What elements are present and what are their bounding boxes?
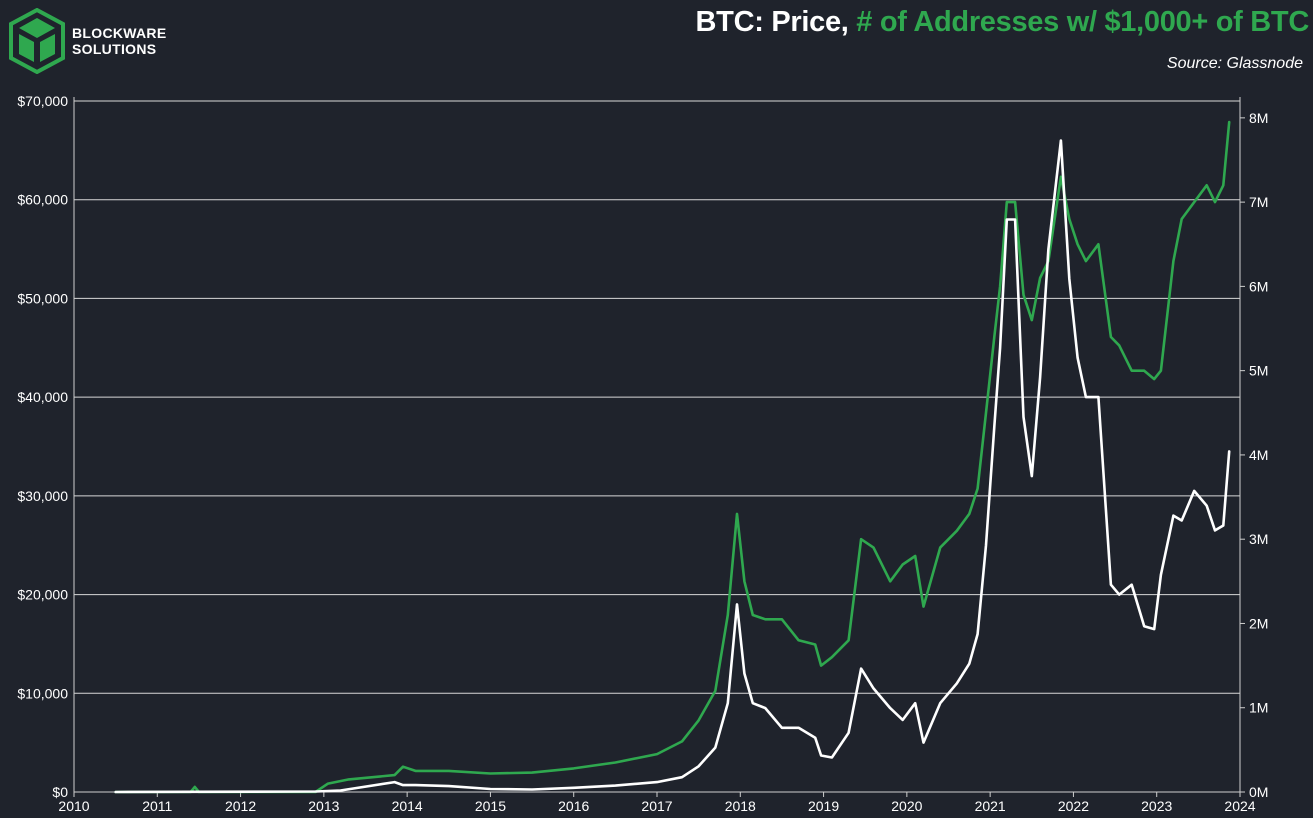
y-left-tick-label: $0 xyxy=(52,784,68,800)
source-note: Source: Glassnode xyxy=(1166,55,1303,72)
x-tick-label: 2021 xyxy=(975,798,1006,814)
brand-line1: BLOCKWARE xyxy=(72,25,167,41)
y-right-tick-label: 8M xyxy=(1249,110,1268,126)
x-tick-label: 2017 xyxy=(641,798,672,814)
x-tick-label: 2024 xyxy=(1224,798,1255,814)
x-tick-label: 2016 xyxy=(558,798,589,814)
y-left-tick-label: $10,000 xyxy=(17,685,68,701)
tick-labels: $0 $10,000 $20,000 $30,000 $40,000 $50,000 $60… xyxy=(17,93,1268,814)
y-left-tick-label: $30,000 xyxy=(17,488,68,504)
x-tick-label: 2010 xyxy=(58,798,89,814)
x-tick-label: 2019 xyxy=(808,798,839,814)
y-left-tick-label: $50,000 xyxy=(17,290,68,306)
addresses-1000-line xyxy=(114,120,1231,794)
chart-title: BTC: Price, # of Addresses w/ $1,000+ of… xyxy=(695,6,1310,39)
y-right-tick-label: 1M xyxy=(1249,700,1268,716)
x-tick-label: 2020 xyxy=(891,798,922,814)
x-tick-label: 2018 xyxy=(725,798,756,814)
x-tick-label: 2012 xyxy=(225,798,256,814)
y-right-tick-label: 7M xyxy=(1249,194,1268,210)
axes xyxy=(73,97,1245,797)
y-right-tick-label: 6M xyxy=(1249,278,1268,294)
x-tick-label: 2014 xyxy=(392,798,423,814)
y-left-tick-label: $40,000 xyxy=(17,389,68,405)
x-tick-label: 2015 xyxy=(475,798,506,814)
title-price: BTC: Price, xyxy=(695,6,849,38)
x-tick-label: 2011 xyxy=(142,798,172,814)
y-right-tick-label: 3M xyxy=(1249,531,1268,547)
y-left-tick-label: $70,000 xyxy=(17,93,68,109)
x-tick-label: 2023 xyxy=(1141,798,1172,814)
blockware-cube-logo-icon xyxy=(9,8,65,74)
x-tick-label: 2013 xyxy=(308,798,339,814)
brand-logo: BLOCKWARE SOLUTIONS xyxy=(8,8,166,74)
y-left-tick-label: $20,000 xyxy=(17,587,68,603)
series-group xyxy=(114,120,1231,794)
y-left-tick-label: $60,000 xyxy=(17,192,68,208)
btc-price-line xyxy=(114,139,1231,794)
y-right-tick-label: 5M xyxy=(1249,363,1268,379)
title-addresses: # of Addresses w/ $1,000+ of BTC xyxy=(848,6,1309,38)
y-right-tick-label: 4M xyxy=(1249,447,1268,463)
y-right-tick-label: 0M xyxy=(1249,784,1268,800)
y-right-tick-label: 2M xyxy=(1249,615,1268,631)
brand-line2: SOLUTIONS xyxy=(72,41,157,57)
x-tick-label: 2022 xyxy=(1058,798,1089,814)
